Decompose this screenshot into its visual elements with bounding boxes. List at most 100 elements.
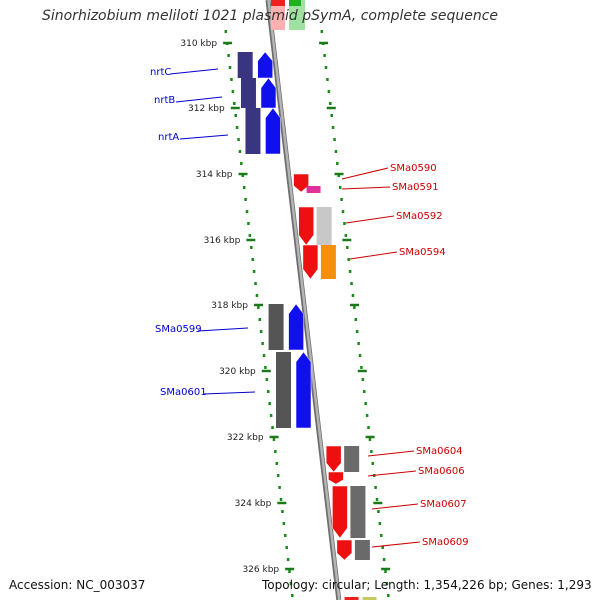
gene-SMa0606-label: SMa0606 xyxy=(418,466,465,477)
track-dot-right xyxy=(365,414,369,417)
track-dot-left xyxy=(285,546,288,549)
track-dot-left xyxy=(244,198,247,201)
gene-block-SMa0594 xyxy=(320,245,336,279)
track-dot-right xyxy=(367,426,370,429)
gene-SMa0604-label: SMa0604 xyxy=(416,446,463,457)
gene-arrow-SMa0606 xyxy=(328,471,344,485)
track-dot-right xyxy=(364,402,367,405)
track-dot-right xyxy=(338,186,342,189)
track-dot-left xyxy=(227,54,230,57)
track-dot-right xyxy=(360,366,363,369)
backbone xyxy=(267,0,341,600)
track-dot-left xyxy=(252,270,256,273)
track-dot-right xyxy=(361,378,365,381)
partial-feature xyxy=(344,597,359,600)
track-dot-left xyxy=(233,102,236,105)
gene-SMa0591-label: SMa0591 xyxy=(392,182,439,193)
track-dot-left xyxy=(289,582,293,585)
gene-SMa0606-leader xyxy=(367,470,417,477)
gene-block-SMa0601 xyxy=(276,352,292,428)
ruler-label: 324 kbp xyxy=(235,499,272,509)
track-dot-left xyxy=(259,330,263,333)
track-dot-left xyxy=(257,306,260,309)
ruler-label: 310 kbp xyxy=(180,39,217,49)
gene-arrow-SMa0590 xyxy=(293,173,309,193)
track-dot-left xyxy=(281,510,284,513)
track-dot-right xyxy=(323,54,326,57)
track-dot-left xyxy=(258,318,262,321)
gene-block-SMa0591 xyxy=(306,186,321,193)
gene-arrow-nrtA xyxy=(265,107,281,155)
gene-SMa0590-leader xyxy=(341,167,389,180)
partial-feature xyxy=(271,0,285,30)
gene-SMa0601-label: SMa0601 xyxy=(160,387,207,398)
track-dot-left xyxy=(265,378,269,381)
track-dot-right xyxy=(382,558,386,561)
gene-block-SMa0604 xyxy=(344,446,360,472)
track-dot-left xyxy=(231,90,235,93)
gene-arrow-nrtC xyxy=(257,51,273,79)
accession-label: Accession: NC_003037 xyxy=(9,578,146,592)
ruler-label: 326 kbp xyxy=(242,565,279,575)
gene-SMa0592-label: SMa0592 xyxy=(396,211,443,222)
gene-nrtC-label: nrtC xyxy=(150,67,171,78)
track-dot-right xyxy=(320,30,324,33)
ruler-label: 322 kbp xyxy=(227,433,264,443)
track-dot-left xyxy=(248,234,252,237)
track-dot-left xyxy=(278,486,281,489)
gene-block-SMa0592 xyxy=(316,207,332,245)
gene-SMa0599-label: SMa0599 xyxy=(155,324,202,335)
ruler-label: 320 kbp xyxy=(219,367,256,377)
track-dot-right xyxy=(370,450,373,453)
track-dot-left xyxy=(245,210,249,213)
track-dot-left xyxy=(234,114,237,117)
ruler-label: 312 kbp xyxy=(188,104,225,114)
gene-nrtB-leader xyxy=(175,96,223,103)
gene-block-nrtB xyxy=(240,78,256,108)
partial-feature xyxy=(362,597,377,600)
ruler-label: 318 kbp xyxy=(211,301,248,311)
ruler-label: 316 kbp xyxy=(204,236,241,246)
track-dot-right xyxy=(353,306,356,309)
track-dot-right xyxy=(374,486,377,489)
track-dot-left xyxy=(250,246,253,249)
gene-SMa0601-leader xyxy=(203,391,256,395)
track-dot-left xyxy=(272,438,276,441)
partial-feature xyxy=(271,0,285,6)
track-dot-right xyxy=(331,126,335,129)
track-dot-right xyxy=(344,234,348,237)
track-dot-left xyxy=(276,474,280,477)
track-dot-left xyxy=(288,570,291,573)
gene-arrow-SMa0609 xyxy=(336,539,353,561)
track-dot-right xyxy=(355,330,359,333)
gene-SMa0594-leader xyxy=(349,251,398,260)
track-dot-left xyxy=(254,282,257,285)
track-dot-right xyxy=(363,390,366,393)
track-dot-right xyxy=(371,462,375,465)
gene-SMa0609-label: SMa0609 xyxy=(422,537,469,548)
track-dot-left xyxy=(275,462,279,465)
track-dot-right xyxy=(330,114,333,117)
gene-nrtB-label: nrtB xyxy=(154,95,175,106)
track-dot-left xyxy=(286,558,290,561)
track-dot-right xyxy=(333,138,336,141)
track-dot-right xyxy=(351,294,355,297)
genome-summary: Topology: circular; Length: 1,354,226 bp… xyxy=(262,578,592,592)
gene-nrtA-leader xyxy=(179,134,229,140)
track-dot-right xyxy=(368,438,372,441)
track-dot-left xyxy=(224,30,228,33)
track-dot-left xyxy=(238,150,242,153)
track-dot-left xyxy=(230,78,233,81)
track-dot-right xyxy=(326,78,329,81)
gene-SMa0604-leader xyxy=(367,450,415,457)
gene-SMa0609-leader xyxy=(371,541,421,548)
track-dot-left xyxy=(269,414,273,417)
track-dot-right xyxy=(343,222,346,225)
track-dot-right xyxy=(334,150,338,153)
track-dot-right xyxy=(340,198,343,201)
track-dot-right xyxy=(337,174,341,177)
track-dot-right xyxy=(380,534,383,537)
track-dot-left xyxy=(291,594,294,597)
gene-arrow-SMa0599 xyxy=(288,303,304,351)
